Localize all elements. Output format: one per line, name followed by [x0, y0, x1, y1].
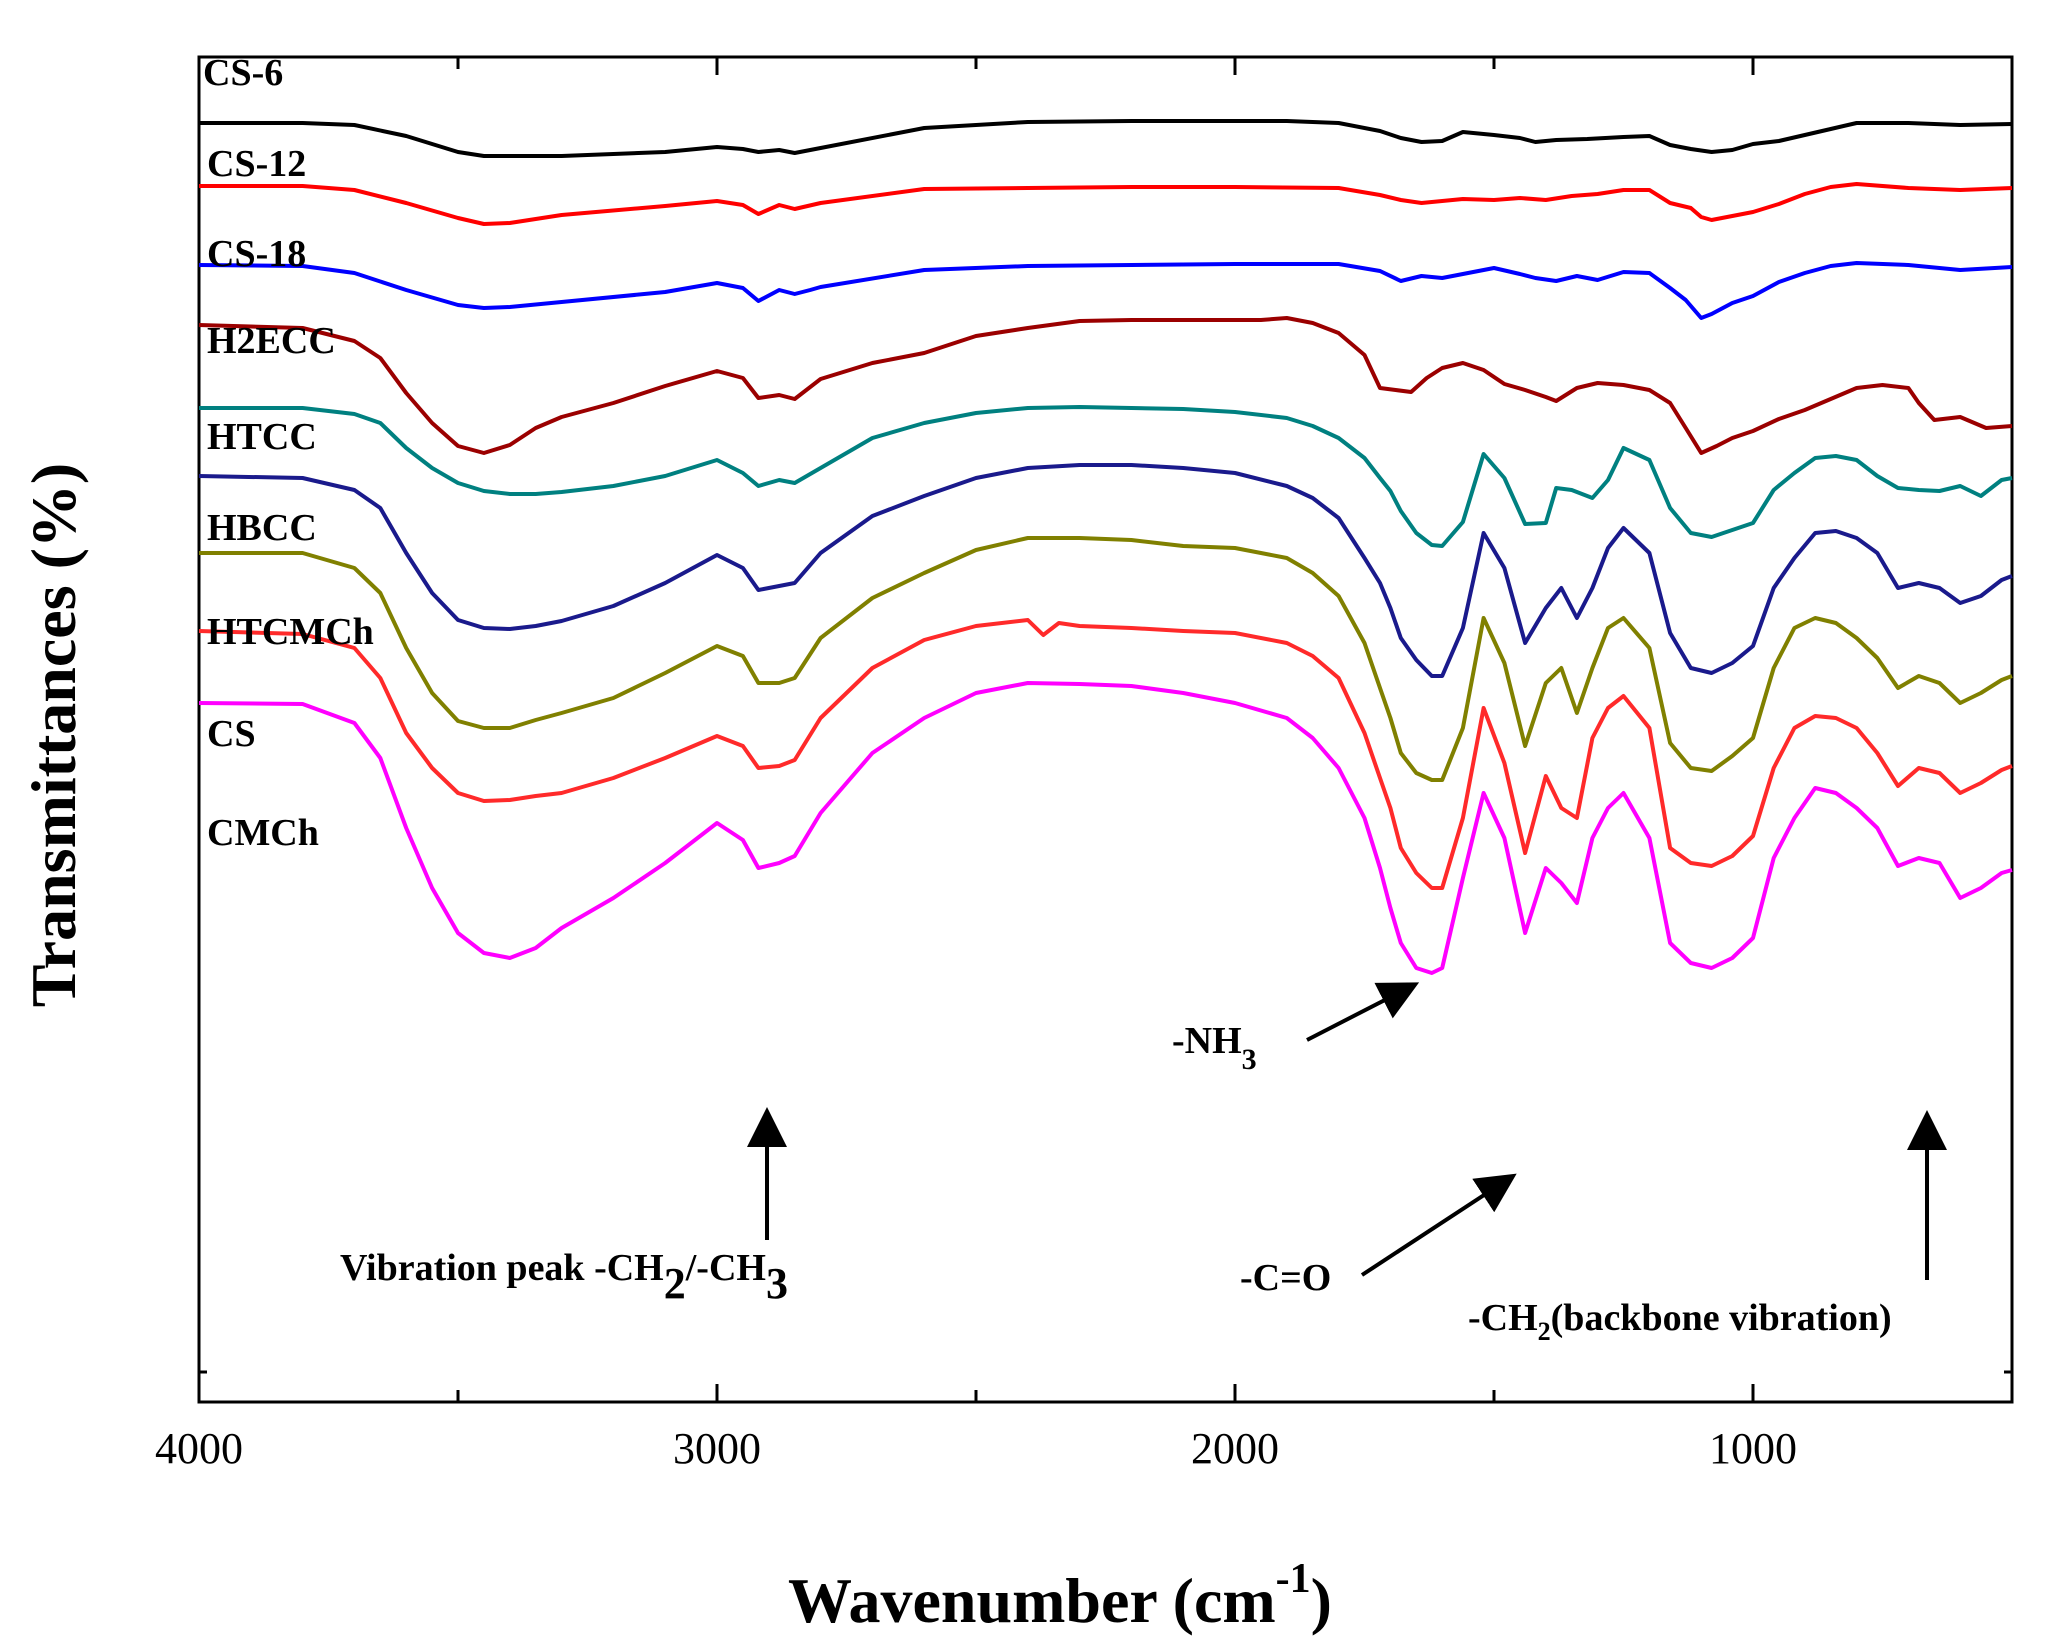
vibration-peak-annotation: Vibration peak -CH2/-CH3	[340, 1247, 788, 1308]
series-line-h2ecc	[198, 316, 2013, 455]
co-arrow	[1360, 1173, 1517, 1277]
series-label-layer: CS-6 CS-12 CS-18 H2ECC HTCC HBCC HTCMCh CS CMCh	[203, 52, 374, 854]
series-label-htcmch: HTCMCh	[207, 611, 374, 653]
series-label-htcc: HTCC	[207, 416, 317, 458]
plot-frame	[197, 55, 2014, 1404]
x-tick-label-1000: 1000	[1709, 1424, 1797, 1473]
series-label-cs-6: CS-6	[203, 52, 283, 94]
vib-annotation-sub1: 2	[664, 1259, 686, 1308]
tick-layer	[197, 57, 2014, 1402]
backbone-annotation-post: (backbone vibration)	[1551, 1297, 1892, 1339]
backbone-annotation-sub: 2	[1538, 1317, 1551, 1346]
x-tick-label-3000: 3000	[673, 1424, 761, 1473]
vib-annotation-sub2: 3	[766, 1259, 788, 1308]
series-label-h2ecc: H2ECC	[207, 320, 336, 362]
series-line-cs-6	[199, 119, 2013, 158]
x-axis-title-sup: -1	[1276, 1556, 1311, 1602]
x-axis-title-end: )	[1311, 1565, 1332, 1636]
series-line-cs-18	[198, 261, 2013, 320]
series-line-cs-12	[199, 182, 2013, 226]
tick-label-layer: 4000 3000 2000 1000	[155, 1424, 1797, 1473]
backbone-annotation: -CH2(backbone vibration)	[1468, 1297, 1892, 1346]
nh3-annotation-main: -NH	[1172, 1020, 1242, 1062]
co-annotation: -C=O	[1240, 1257, 1331, 1299]
series-label-hbcc: HBCC	[207, 507, 317, 549]
nh3-arrow	[1306, 982, 1420, 1042]
x-axis-title-main: Wavenumber (cm	[788, 1565, 1276, 1636]
x-tick-label-2000: 2000	[1191, 1424, 1279, 1473]
series-line-cs	[198, 618, 2013, 890]
series-line-htcc	[199, 405, 2013, 548]
series-label-cs-12: CS-12	[207, 143, 306, 185]
nh3-annotation: -NH3	[1172, 1020, 1257, 1076]
series-label-cs: CS	[207, 713, 256, 755]
series-line-hbcc	[198, 463, 2013, 678]
x-tick-label-4000: 4000	[155, 1424, 243, 1473]
vib-annotation-pre: Vibration peak -CH	[340, 1247, 664, 1289]
series-line-htcmch	[199, 536, 2013, 782]
series-line-cmch	[198, 681, 2013, 975]
x-axis-title: Wavenumber (cm-1)	[788, 1556, 1332, 1636]
series-label-cs-18: CS-18	[207, 233, 306, 275]
series-label-cmch: CMCh	[207, 812, 319, 854]
vib-annotation-mid: /-CH	[685, 1247, 766, 1289]
nh3-annotation-sub: 3	[1242, 1043, 1257, 1076]
series-layer	[198, 119, 2013, 975]
backbone-annotation-pre: -CH	[1468, 1297, 1538, 1339]
y-axis-title: Transmittances (%)	[18, 463, 89, 1008]
